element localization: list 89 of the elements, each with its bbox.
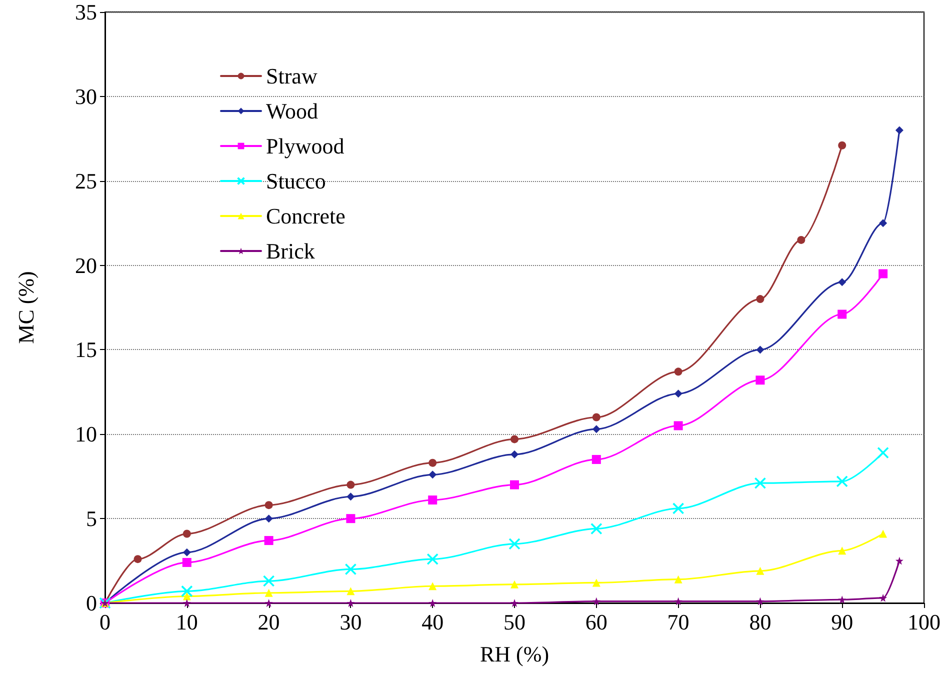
point [756, 346, 764, 354]
point [879, 219, 888, 228]
point [836, 476, 848, 488]
point [182, 530, 191, 538]
y-axis-title: MC (%) [14, 271, 38, 344]
point [895, 126, 904, 134]
point [674, 368, 682, 376]
x-tick-label: 50 [504, 610, 526, 634]
point [592, 425, 600, 434]
y-tick-label: 20 [75, 252, 97, 278]
point [264, 514, 273, 523]
point [672, 502, 684, 514]
point [674, 390, 682, 398]
point [674, 597, 682, 606]
x-tick-label: 70 [667, 610, 690, 634]
point [134, 555, 142, 564]
point [756, 597, 764, 606]
point [592, 578, 600, 587]
point [264, 599, 273, 607]
point [182, 592, 191, 600]
point [756, 295, 764, 304]
x-tick-label: 100 [908, 610, 940, 634]
point [592, 454, 601, 464]
legend-label: Plywood [266, 134, 344, 158]
point [182, 548, 191, 556]
point [264, 501, 273, 510]
x-axis-title: RH (%) [480, 642, 550, 666]
legend-label: Concrete [266, 204, 346, 228]
point [510, 450, 518, 458]
x-tick-label: 10 [176, 610, 198, 634]
point [878, 269, 888, 278]
legend-label: Wood [266, 98, 318, 124]
point [838, 546, 846, 555]
point [879, 530, 888, 538]
y-tick-label: 15 [75, 337, 97, 362]
y-tick-label: 0 [86, 590, 97, 616]
point [510, 435, 518, 444]
point [346, 514, 356, 524]
point [754, 477, 766, 490]
point [797, 236, 806, 244]
point [838, 310, 847, 319]
legend-label: Brick [266, 238, 315, 264]
y-tick-label: 5 [86, 506, 97, 532]
point [838, 278, 846, 286]
point [182, 558, 192, 567]
x-tick-label: 80 [749, 610, 772, 634]
point [510, 599, 518, 607]
point [262, 575, 275, 587]
point [674, 575, 682, 584]
x-tick-label: 90 [831, 610, 854, 634]
y-tick-label: 10 [75, 422, 97, 447]
point [756, 566, 764, 575]
x-tick-label: 40 [422, 610, 444, 634]
point [508, 538, 520, 550]
point [756, 376, 765, 385]
point [346, 480, 355, 489]
x-tick-label: 60 [585, 610, 608, 634]
point [510, 580, 518, 588]
point [181, 585, 193, 598]
point [838, 596, 846, 604]
legend-label: Stucco [266, 168, 326, 194]
point [838, 141, 846, 150]
point [346, 492, 355, 501]
point [592, 597, 600, 606]
legend-label: Straw [266, 64, 318, 88]
point [428, 495, 438, 504]
point [264, 536, 274, 546]
point [674, 421, 683, 430]
y-tick-label: 25 [75, 168, 97, 194]
x-tick-label: 30 [340, 610, 362, 634]
point [344, 563, 357, 576]
point [426, 553, 438, 565]
point [428, 582, 437, 590]
point [428, 458, 437, 467]
point [590, 522, 602, 535]
point [592, 413, 600, 422]
point [879, 594, 888, 602]
point [877, 446, 889, 459]
x-tick-label: 20 [258, 610, 280, 634]
point [428, 599, 437, 607]
point [346, 587, 355, 596]
point [510, 480, 519, 490]
point [346, 599, 355, 607]
y-tick-label: 30 [75, 84, 97, 109]
point [264, 588, 273, 597]
point [182, 599, 191, 607]
y-tick-label: 35 [75, 0, 97, 24]
point [895, 556, 904, 565]
point [428, 470, 437, 479]
